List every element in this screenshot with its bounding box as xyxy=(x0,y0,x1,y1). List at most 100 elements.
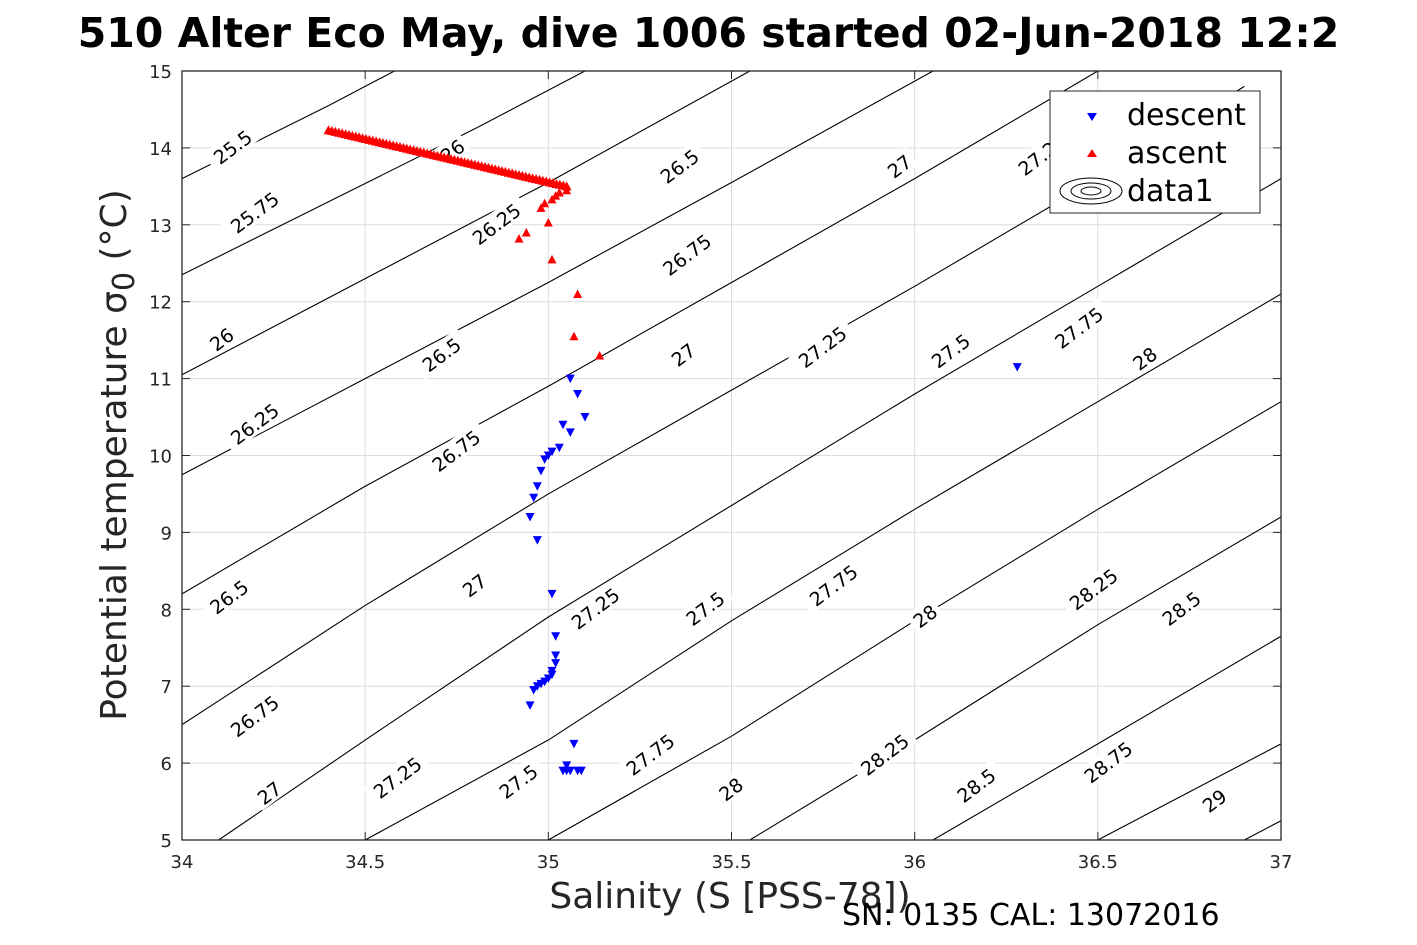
y-tick-label: 12 xyxy=(149,293,172,314)
descent-point xyxy=(1012,363,1022,372)
x-tick-label: 36 xyxy=(903,852,926,873)
descent-point xyxy=(536,466,546,476)
ascent-point xyxy=(569,331,579,341)
data-series xyxy=(323,125,1022,776)
contour-label-bg xyxy=(850,724,918,784)
contour-line-27-75 xyxy=(749,516,1281,840)
descent-point xyxy=(573,389,583,399)
x-tick-label: 37 xyxy=(1270,852,1293,873)
contour-label-bg xyxy=(1151,582,1210,634)
x-tick-label: 35.5 xyxy=(711,852,751,873)
ascent-point xyxy=(551,191,561,200)
serial-calibration-note: SN: 0135 CAL: 13072016 xyxy=(842,898,1220,933)
legend-ascent-marker xyxy=(1087,149,1097,157)
descent-point xyxy=(551,632,561,641)
legend[interactable]: descent ascent data1 xyxy=(1049,90,1261,214)
x-tick-label: 36.5 xyxy=(1078,852,1118,873)
contour-label: 27.5 xyxy=(921,324,980,376)
descent-point xyxy=(540,677,550,687)
legend-descent-marker xyxy=(1087,113,1097,121)
contour-line-26-5 xyxy=(182,71,1099,595)
x-axis-label: Salinity (S [PSS-78]) xyxy=(549,876,911,917)
y-tick-label: 15 xyxy=(149,62,172,83)
descent-point xyxy=(565,374,575,384)
contour-label-bg xyxy=(710,770,750,807)
contour-line-28 xyxy=(932,635,1281,840)
contour-label: 28.5 xyxy=(946,758,1005,811)
contour-label-bg xyxy=(1194,781,1234,819)
contour-line-28-5 xyxy=(1244,820,1281,840)
contour-label-bg xyxy=(652,224,721,284)
contour-label: 26.75 xyxy=(220,686,288,745)
contour-line-25-75 xyxy=(182,71,586,276)
contour-label: 27.75 xyxy=(799,555,867,614)
contour-label: 26.5 xyxy=(411,328,470,380)
descent-point xyxy=(558,420,568,430)
descent-point xyxy=(551,659,561,668)
descent-point xyxy=(525,513,535,522)
contour-label: 27.75 xyxy=(1044,297,1113,357)
contour-label-bg xyxy=(411,328,470,380)
y-tick-label: 9 xyxy=(161,523,172,544)
contour-label: 27 xyxy=(454,566,494,604)
contour-label: 27.25 xyxy=(363,747,431,807)
contour-label-bg xyxy=(675,582,734,634)
y-tick-label: 8 xyxy=(161,600,172,621)
descent-point xyxy=(532,536,542,545)
descent-point xyxy=(529,493,539,503)
contour-label-text: 26.75 xyxy=(659,230,716,280)
contour-label: 27 xyxy=(249,773,289,811)
contour-label: 29 xyxy=(1194,781,1234,819)
descent-point xyxy=(565,428,575,437)
contour-label-bg xyxy=(220,393,288,453)
contour-label-text: 27.75 xyxy=(806,561,863,611)
contour-label-text: 26.75 xyxy=(428,426,485,476)
contour-label: 27.25 xyxy=(560,578,629,637)
ascent-point xyxy=(595,351,605,360)
ascent-point xyxy=(540,198,550,208)
contour-label-bg xyxy=(220,686,288,745)
descent-point xyxy=(562,761,572,770)
contour-label-bg xyxy=(454,566,494,604)
descent-point xyxy=(532,482,542,491)
contour-label: 28.5 xyxy=(1151,582,1210,634)
y-axis-label: Potential temperature σ0 (°C) xyxy=(94,189,142,720)
contour-label-bg xyxy=(615,724,684,784)
contour-line-27 xyxy=(218,178,1281,840)
contour-label: 25.75 xyxy=(220,182,288,241)
ascent-point xyxy=(514,234,524,243)
contour-label-bg xyxy=(1059,559,1127,618)
ascent-point xyxy=(547,254,557,264)
contour-label: 27.25 xyxy=(788,316,856,376)
contour-label: 26.75 xyxy=(652,224,721,284)
contour-label-bg xyxy=(201,320,241,357)
contour-label-text: 28.25 xyxy=(1066,565,1123,615)
descent-point xyxy=(551,651,561,660)
descent-point xyxy=(576,766,586,776)
contour-label-bg xyxy=(799,555,867,614)
contour-label-text: 25.75 xyxy=(227,188,284,238)
contour-label-bg xyxy=(1124,339,1164,377)
contour-label-text: 28.25 xyxy=(857,730,914,780)
x-tick-label: 34 xyxy=(171,852,194,873)
contour-label: 27 xyxy=(663,335,703,373)
x-tick-label: 34.5 xyxy=(345,852,385,873)
contour-label: 26 xyxy=(201,320,241,357)
ascent-point xyxy=(536,203,546,212)
contour-label-text: 27.75 xyxy=(1051,303,1108,353)
ascent-point xyxy=(573,289,583,299)
contour-label-bg xyxy=(650,139,708,192)
descent-point xyxy=(525,701,535,710)
contour-label: 28.75 xyxy=(1073,732,1142,791)
y-tick-label: 7 xyxy=(161,677,172,698)
contour-label: 28 xyxy=(1124,339,1164,377)
descent-point xyxy=(554,443,564,453)
ascent-point xyxy=(543,217,553,227)
contour-label: 28 xyxy=(710,770,750,807)
y-axis-label-main: Potential temperature σ xyxy=(93,291,135,721)
contour-label-bg xyxy=(663,335,703,373)
contour-label-bg xyxy=(421,420,490,480)
contour-label-bg xyxy=(363,747,431,807)
y-axis-label-subscript: 0 xyxy=(107,271,143,292)
